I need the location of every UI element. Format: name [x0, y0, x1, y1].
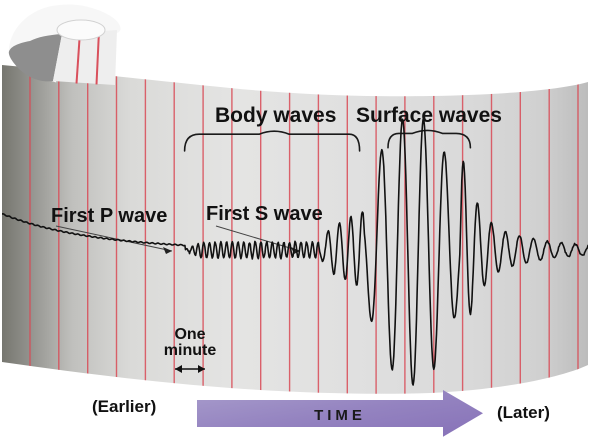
svg-text:Surface waves: Surface waves [356, 104, 502, 127]
svg-text:minute: minute [164, 342, 217, 359]
svg-text:First S wave: First S wave [206, 203, 323, 225]
svg-text:(Earlier): (Earlier) [92, 397, 156, 416]
svg-text:One: One [174, 326, 205, 343]
svg-text:(Later): (Later) [497, 403, 550, 422]
svg-text:First P wave: First P wave [51, 205, 167, 227]
svg-text:TIME: TIME [314, 407, 366, 424]
svg-text:Body waves: Body waves [215, 104, 336, 127]
